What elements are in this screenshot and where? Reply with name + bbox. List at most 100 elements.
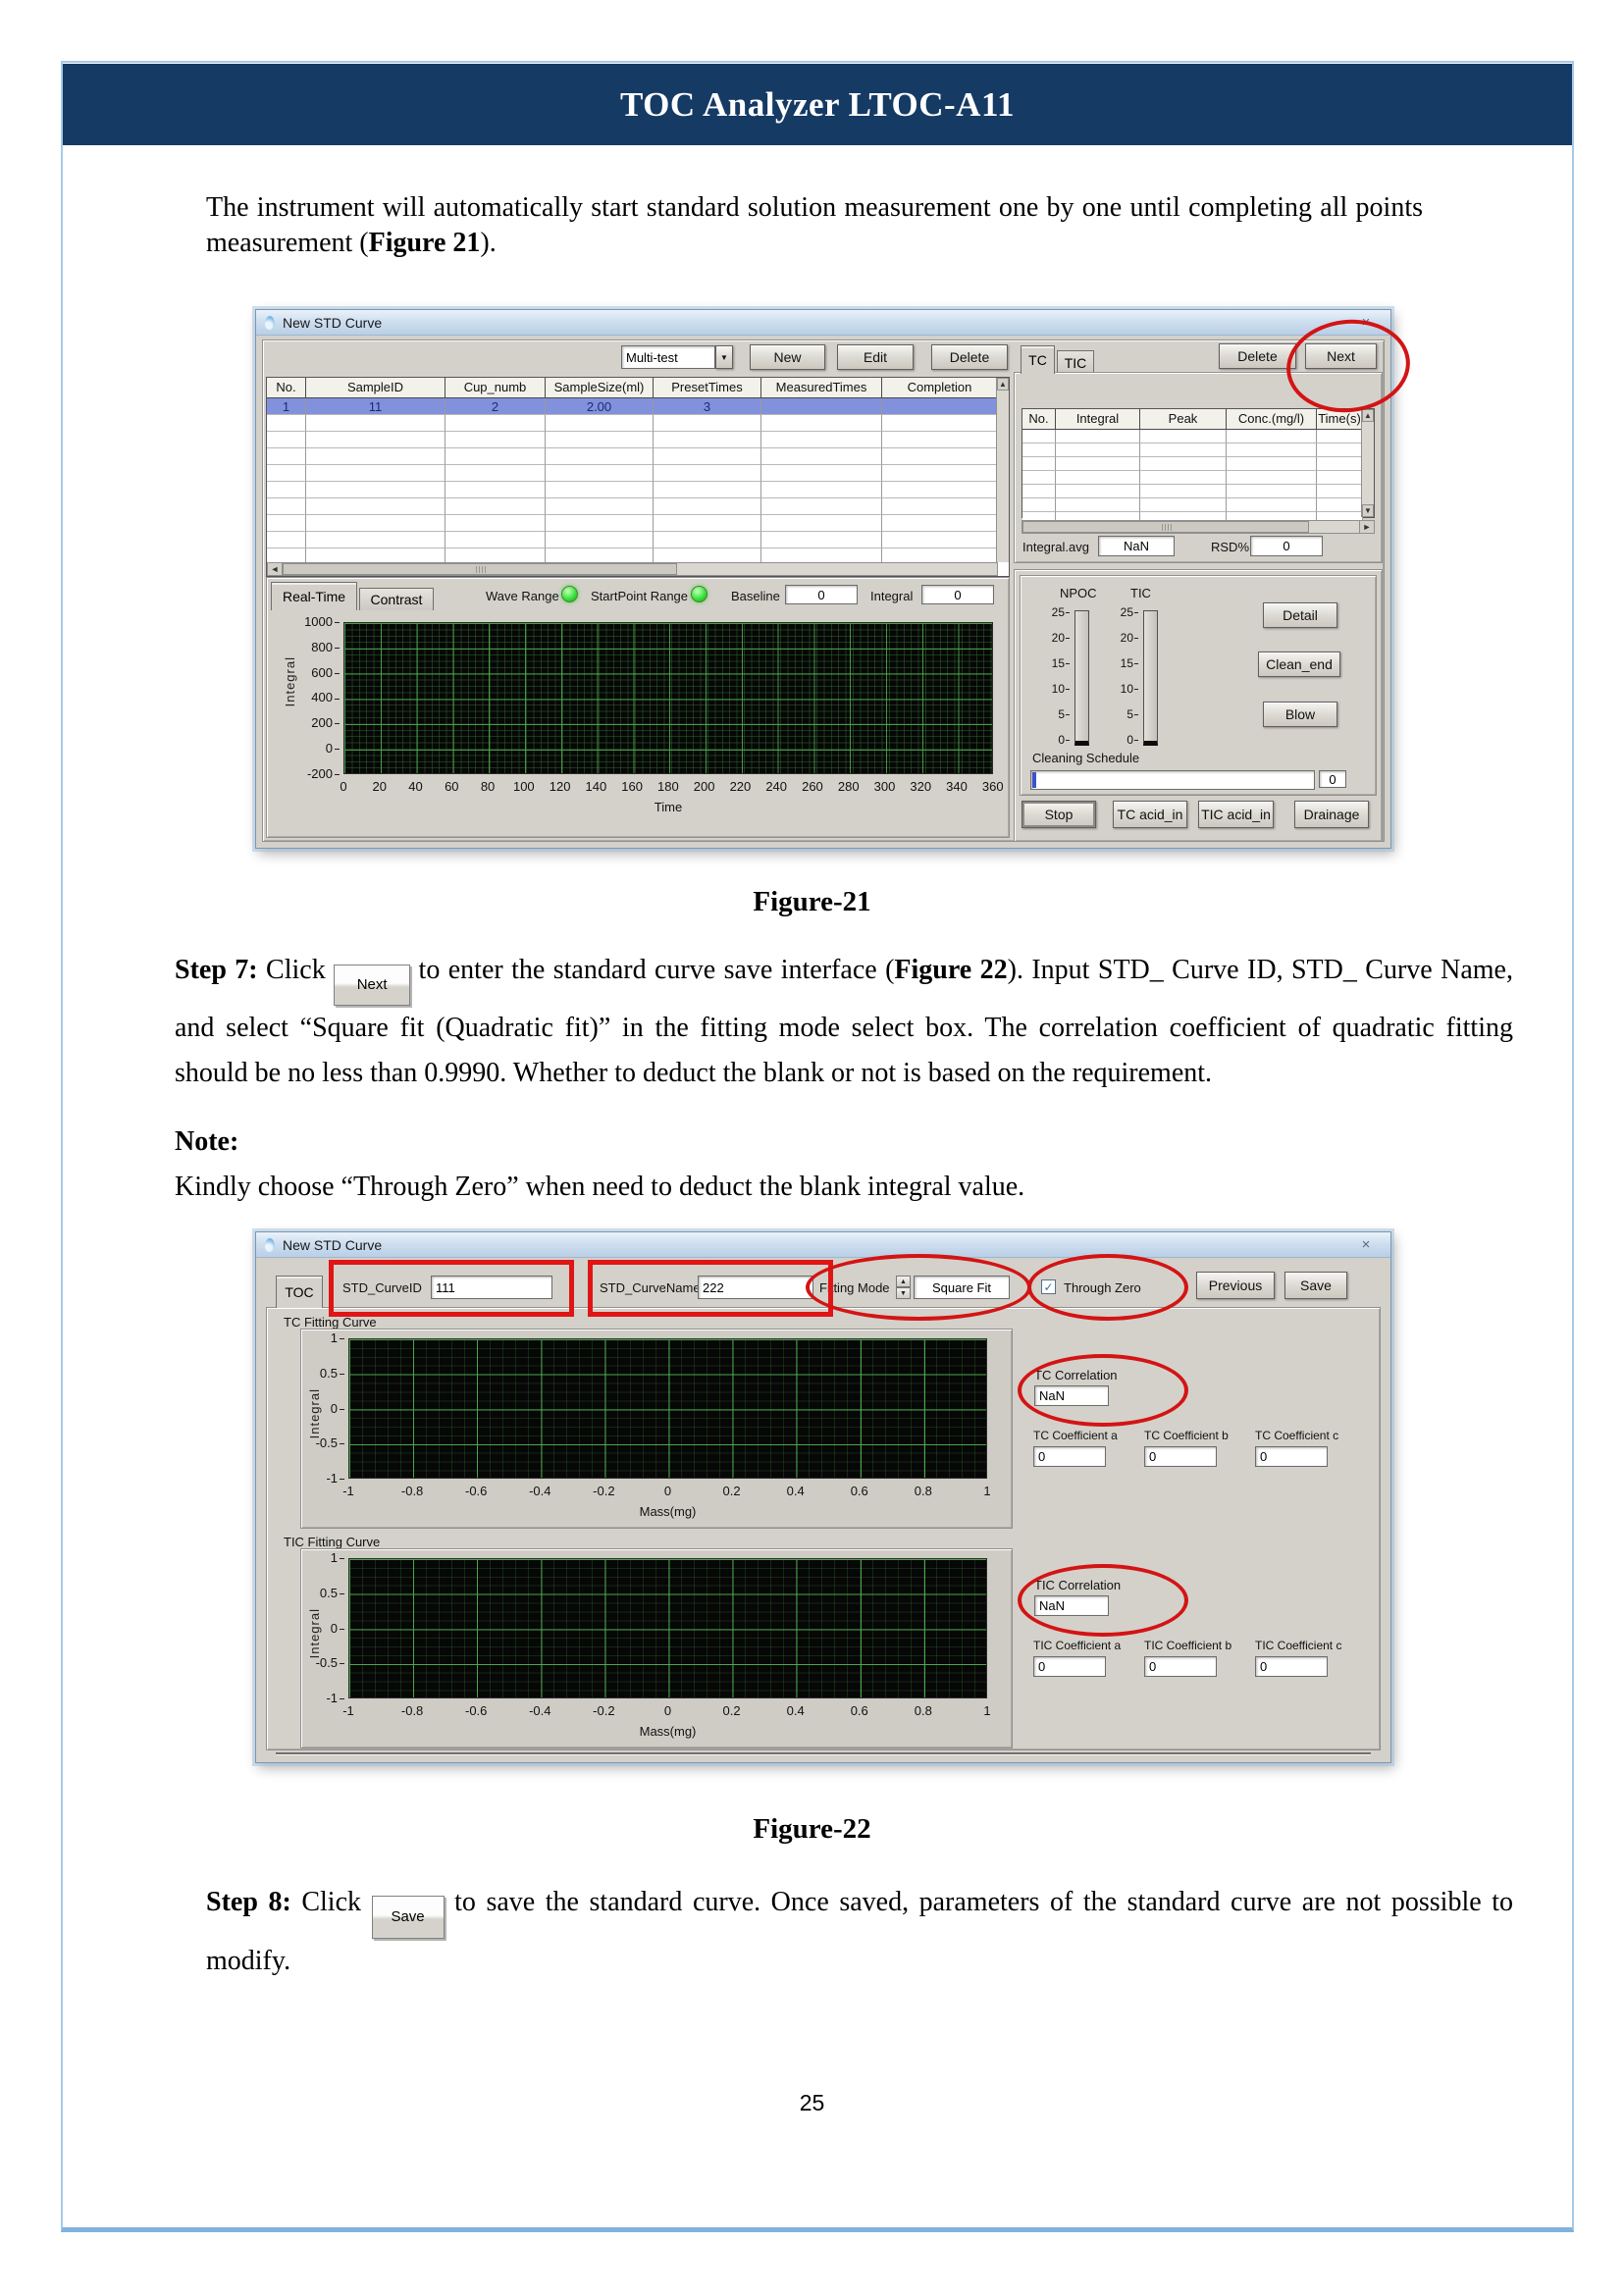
cell (267, 482, 306, 498)
column-header[interactable]: Conc.(mg/l) (1227, 409, 1317, 430)
hscroll-thumb[interactable] (283, 563, 677, 575)
table-row[interactable] (267, 465, 998, 482)
mode-select-dropdown-icon[interactable]: ▼ (715, 345, 733, 369)
realtime-chart[interactable] (343, 622, 993, 774)
table-row[interactable] (267, 482, 998, 498)
tab-tic[interactable]: TIC (1057, 350, 1094, 374)
tc-acid-in-button[interactable]: TC acid_in (1113, 801, 1187, 828)
cell (445, 415, 546, 432)
close-icon[interactable]: × (1361, 1236, 1371, 1253)
drainage-button[interactable]: Drainage (1294, 801, 1369, 828)
table-row[interactable] (267, 515, 998, 532)
cell (546, 415, 654, 432)
sample-table-hscrollbar[interactable]: ◄ (267, 562, 998, 576)
cell (761, 465, 882, 482)
scroll-left-icon[interactable]: ◄ (268, 563, 283, 575)
cell (654, 415, 761, 432)
previous-button[interactable]: Previous (1196, 1272, 1275, 1299)
table-row[interactable] (1022, 443, 1363, 457)
column-header[interactable]: No. (1022, 409, 1056, 430)
detail-button[interactable]: Detail (1263, 602, 1337, 628)
column-header[interactable]: Integral (1056, 409, 1140, 430)
column-header[interactable]: Cup_numb (445, 378, 546, 398)
table-row[interactable] (267, 432, 998, 448)
mode-select[interactable]: Multi-test (621, 345, 715, 369)
cleaning-value-field[interactable]: 0 (1319, 770, 1346, 788)
y-axis-ticks: 1 0.5 0 -0.5 -1 (313, 1551, 344, 1705)
tab-toc[interactable]: TOC (276, 1276, 323, 1308)
table-row[interactable] (1022, 471, 1363, 485)
tc-coeff-a-field[interactable]: 0 (1033, 1446, 1106, 1467)
column-header[interactable]: Peak (1140, 409, 1227, 430)
table-row[interactable]: 1 11 2 2.00 3 (267, 398, 998, 415)
cell (1227, 430, 1317, 443)
table-row[interactable] (1022, 430, 1363, 443)
delete-button[interactable]: Delete (931, 344, 1008, 370)
y-tick: 0.5 (320, 1586, 344, 1600)
column-header[interactable]: No. (267, 378, 306, 398)
scroll-right-icon[interactable]: ► (1359, 521, 1374, 533)
column-header[interactable]: SampleID (306, 378, 445, 398)
close-icon[interactable]: × (1361, 314, 1371, 331)
tic-coeff-b-field[interactable]: 0 (1144, 1656, 1217, 1677)
integral-field[interactable]: 0 (921, 585, 994, 604)
table-row[interactable] (267, 448, 998, 465)
fig21-titlebar[interactable]: New STD Curve × (256, 310, 1390, 336)
cell (267, 515, 306, 532)
table-row[interactable] (267, 415, 998, 432)
edit-button[interactable]: Edit (837, 344, 914, 370)
tab-contrast[interactable]: Contrast (359, 588, 434, 610)
cell: 3 (654, 398, 761, 415)
save-button[interactable]: Save (1284, 1272, 1347, 1299)
table-row[interactable] (1022, 457, 1363, 471)
tic-fitting-chart[interactable] (348, 1558, 987, 1698)
tic-coeff-a-field[interactable]: 0 (1033, 1656, 1106, 1677)
new-button[interactable]: New (750, 344, 825, 370)
table-row[interactable] (1022, 498, 1363, 512)
x-tick: 0 (340, 779, 347, 794)
rsd-field[interactable]: 0 (1250, 536, 1323, 556)
column-header[interactable]: MeasuredTimes (761, 378, 882, 398)
blow-button[interactable]: Blow (1263, 702, 1337, 727)
table-row[interactable] (267, 498, 998, 515)
integral-avg-field[interactable]: NaN (1098, 536, 1175, 556)
stop-button[interactable]: Stop (1022, 801, 1096, 828)
tab-real-time[interactable]: Real-Time (271, 582, 357, 610)
result-delete-button[interactable]: Delete (1219, 343, 1296, 369)
save-button-inline: Save (371, 1896, 445, 1939)
curve-id-input[interactable]: 111 (431, 1276, 552, 1299)
x-tick: 340 (946, 779, 968, 794)
results-hscrollbar[interactable]: ► (1022, 520, 1375, 534)
x-tick: 60 (445, 779, 459, 794)
baseline-field[interactable]: 0 (785, 585, 858, 604)
sample-table-vscrollbar[interactable]: ▲ (996, 378, 1009, 562)
hscroll-thumb[interactable] (1022, 521, 1309, 533)
tc-coeff-b-field[interactable]: 0 (1144, 1446, 1217, 1467)
results-group (1014, 372, 1383, 563)
cell (761, 398, 882, 415)
fig22-titlebar[interactable]: New STD Curve × (256, 1232, 1390, 1258)
scroll-up-icon[interactable]: ▲ (1362, 409, 1374, 422)
column-header[interactable]: PresetTimes (654, 378, 761, 398)
tc-coeff-a-label: TC Coefficient a (1033, 1429, 1118, 1442)
tab-tc[interactable]: TC (1021, 345, 1055, 374)
column-header[interactable]: SampleSize(ml) (546, 378, 654, 398)
tic-coeff-c-field[interactable]: 0 (1255, 1656, 1328, 1677)
results-vscrollbar[interactable]: ▲ ▼ (1361, 409, 1374, 517)
column-header[interactable]: Completion (882, 378, 998, 398)
tic-acid-in-button[interactable]: TIC acid_in (1198, 801, 1274, 828)
cell: 2.00 (546, 398, 654, 415)
tc-fitting-chart[interactable] (348, 1338, 987, 1479)
clean-end-button[interactable]: Clean_end (1258, 652, 1340, 677)
cell: 11 (306, 398, 445, 415)
table-row[interactable] (267, 532, 998, 548)
npoc-gauge (1074, 610, 1089, 746)
scroll-up-icon[interactable]: ▲ (997, 378, 1009, 391)
step7-paragraph: Step 7: Click Next to enter the standard… (175, 948, 1513, 1096)
tc-coeff-c-field[interactable]: 0 (1255, 1446, 1328, 1467)
curve-name-input[interactable]: 222 (698, 1276, 813, 1299)
scroll-down-icon[interactable]: ▼ (1362, 504, 1374, 517)
next-button[interactable]: Next (1305, 343, 1377, 369)
x-tick: 1 (983, 1703, 991, 1718)
table-row[interactable] (1022, 485, 1363, 498)
